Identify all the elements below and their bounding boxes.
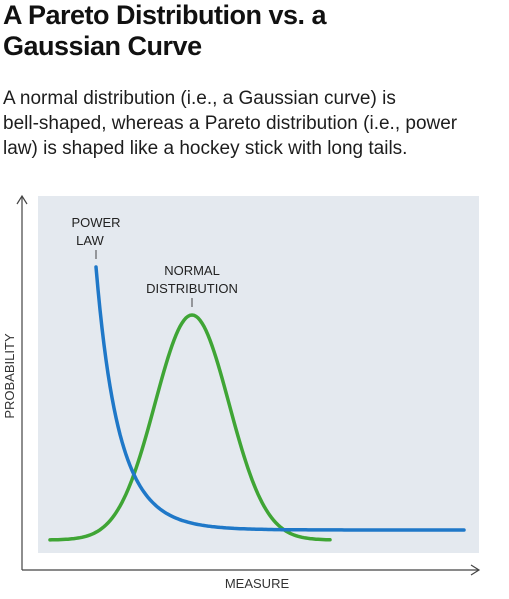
normal-label-line-2: DISTRIBUTION bbox=[146, 281, 238, 296]
power-law-curve bbox=[94, 265, 466, 532]
y-axis-arrow bbox=[16, 194, 28, 205]
power-law-label-line-2: LAW bbox=[76, 233, 104, 248]
subtitle-line-2: bell-shaped, whereas a Pareto distributi… bbox=[3, 113, 458, 134]
x-axis-label: MEASURE bbox=[225, 576, 290, 591]
plot-background bbox=[38, 196, 479, 553]
page-title: A Pareto Distribution vs. a Gaussian Cur… bbox=[3, 0, 503, 62]
power-law-label-line-1: POWER bbox=[71, 215, 120, 230]
title-line-1: A Pareto Distribution vs. a bbox=[3, 0, 327, 30]
title-line-2: Gaussian Curve bbox=[3, 31, 202, 61]
y-axis-label: PROBABILITY bbox=[2, 333, 17, 419]
subtitle: A normal distribution (i.e., a Gaussian … bbox=[3, 86, 507, 161]
subtitle-line-3: law) is shaped like a hockey stick with … bbox=[3, 138, 408, 159]
normal-label-line-1: NORMAL bbox=[164, 263, 220, 278]
subtitle-line-1: A normal distribution (i.e., a Gaussian … bbox=[3, 88, 396, 109]
x-axis-arrow bbox=[470, 564, 481, 576]
